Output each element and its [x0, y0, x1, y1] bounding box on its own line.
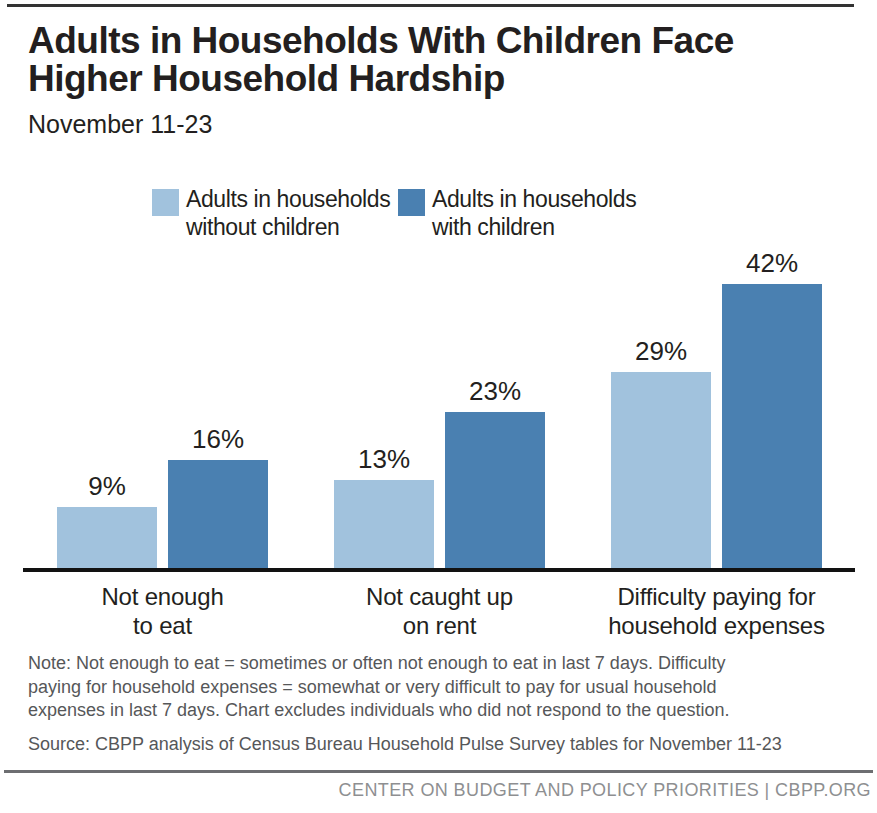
bar-value-label: 42% [722, 248, 822, 279]
bar-with-children [445, 412, 545, 568]
legend-label-without-children: Adults in households without children [186, 185, 390, 241]
legend-label-with-children: Adults in households with children [432, 185, 636, 241]
legend-swatch-light-blue [152, 189, 179, 216]
bar-value-label: 29% [611, 336, 711, 367]
legend-item-with-children: Adults in households with children [398, 185, 636, 241]
chart-title: Adults in Households With Children Face … [28, 22, 734, 98]
footer-branding: CENTER ON BUDGET AND POLICY PRIORITIES |… [339, 780, 871, 801]
bar-without-children [57, 507, 157, 568]
bar-with-children [168, 460, 268, 568]
footer-rule [4, 770, 873, 773]
bar-without-children [334, 480, 434, 568]
chart-subtitle: November 11-23 [28, 110, 212, 139]
bar-without-children [611, 372, 711, 568]
bar-value-label: 13% [334, 444, 434, 475]
bar-with-children [722, 284, 822, 568]
category-label: Not enough to eat [43, 582, 283, 640]
category-label: Not caught up on rent [320, 582, 560, 640]
legend-item-without-children: Adults in households without children [152, 185, 390, 241]
bar-value-label: 23% [445, 376, 545, 407]
x-axis-line [23, 568, 855, 572]
note-text: Note: Not enough to eat = sometimes or o… [28, 652, 828, 723]
category-label: Difficulty paying for household expenses [597, 582, 837, 640]
source-text: Source: CBPP analysis of Census Bureau H… [28, 734, 848, 755]
bar-value-label: 16% [168, 424, 268, 455]
bar-value-label: 9% [57, 471, 157, 502]
legend-swatch-dark-blue [398, 189, 425, 216]
infographic: Adults in Households With Children Face … [0, 0, 877, 813]
top-rule [7, 4, 854, 7]
